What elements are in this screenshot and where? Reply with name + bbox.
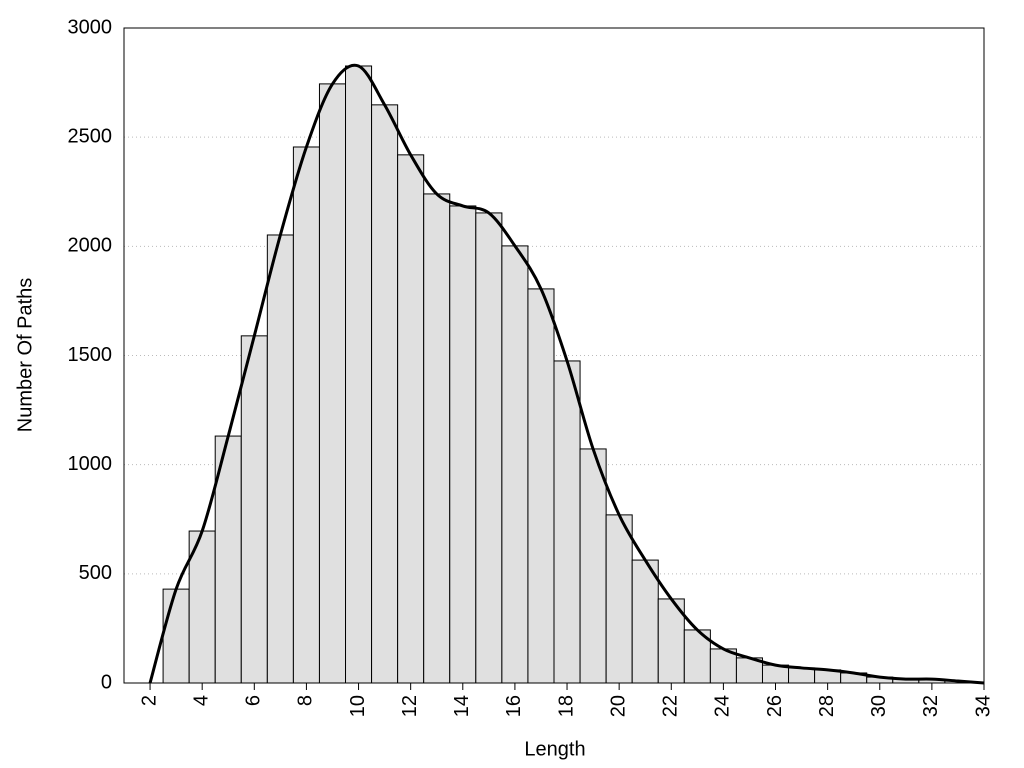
plot-frame	[123, 27, 985, 684]
bar	[240, 335, 268, 684]
bar	[371, 104, 399, 684]
x-tick-label: 34	[972, 695, 994, 717]
x-tick-label: 20	[607, 695, 629, 717]
y-tick-label: 2500	[68, 125, 113, 147]
bar	[266, 234, 294, 684]
bar	[449, 205, 477, 684]
y-tick-label: 1500	[68, 344, 113, 366]
bar	[423, 193, 451, 684]
y-tick-label: 500	[79, 562, 112, 584]
x-tick-label: 28	[816, 695, 838, 717]
bar	[214, 435, 242, 684]
bar	[292, 146, 320, 684]
x-tick-label: 16	[503, 695, 525, 717]
bar	[345, 65, 373, 684]
x-tick-label: 6	[243, 695, 265, 706]
x-tick-label: 32	[920, 695, 942, 717]
y-tick-label: 0	[101, 671, 112, 693]
x-tick-label: 10	[347, 695, 369, 717]
bar	[605, 514, 633, 684]
density-line	[148, 63, 985, 685]
bar	[162, 588, 190, 684]
x-tick-label: 18	[555, 695, 577, 717]
bar	[318, 83, 347, 684]
x-tick-label: 2	[138, 695, 160, 706]
x-tick-label: 26	[764, 695, 786, 717]
y-tick-label: 2000	[68, 235, 113, 257]
bar	[631, 559, 659, 684]
x-tick-label: 14	[451, 695, 473, 717]
x-tick-label: 24	[712, 695, 734, 717]
bar	[397, 154, 425, 684]
y-axis-label: Number Of Paths	[14, 278, 36, 433]
x-tick-label: 22	[660, 695, 682, 717]
y-tick-label: 1000	[68, 453, 113, 475]
x-axis-label: Length	[524, 738, 585, 760]
bar	[475, 212, 503, 684]
bar	[657, 598, 685, 684]
x-tick-label: 4	[190, 695, 212, 706]
bar	[527, 288, 555, 684]
x-tick-label: 30	[868, 695, 890, 717]
bar	[501, 245, 529, 684]
bar	[553, 360, 581, 684]
bar	[579, 448, 607, 684]
y-tick-label: 3000	[68, 16, 113, 38]
bar	[788, 667, 816, 684]
x-tick-label: 8	[295, 695, 317, 706]
x-tick-label: 12	[399, 695, 421, 717]
